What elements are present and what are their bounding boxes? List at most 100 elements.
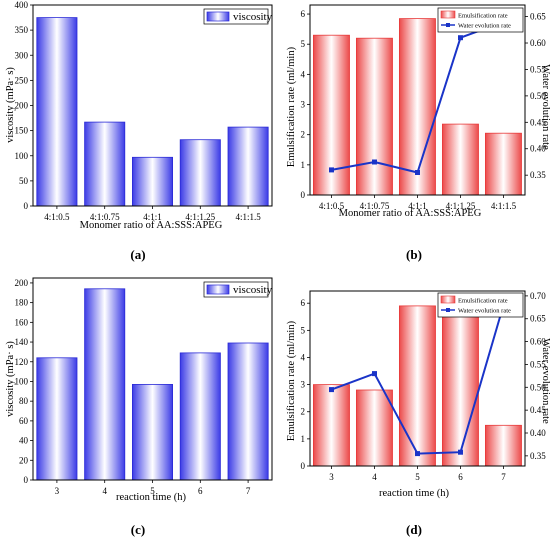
- y2-tick-label: 0.60: [530, 337, 546, 347]
- y-tick-label: 6: [301, 9, 306, 19]
- legend-swatch-bar: [440, 10, 456, 19]
- y-tick-label: 300: [15, 50, 29, 60]
- y-tick-label: 100: [15, 376, 29, 386]
- legend-label-line: Water evolution rate: [458, 308, 511, 315]
- x-tick-label: 5: [150, 486, 155, 496]
- x-tick-label: 4:1:1.5: [235, 212, 261, 222]
- legend-label-bar: Emulsification rate: [458, 298, 508, 305]
- y2-tick-label: 0.70: [530, 291, 546, 301]
- y-axis-title-b: Emulsification rate (ml/min): [286, 46, 297, 167]
- bar-3: [36, 357, 78, 481]
- y-tick-label: 3: [301, 100, 306, 110]
- y2-tick-label: 0.35: [530, 451, 546, 461]
- legend-swatch-bar: [440, 295, 456, 304]
- y2-tick-label: 0.55: [530, 64, 546, 74]
- y-tick-label: 4: [301, 69, 306, 79]
- y-tick-label: 50: [19, 176, 29, 186]
- y-axis-title-a: viscosity (mPa· s): [5, 67, 16, 143]
- bar-4-1-1-25: [441, 123, 479, 196]
- y2-tick-label: 0.35: [530, 170, 546, 180]
- x-tick-label: 4:1:1: [408, 201, 427, 211]
- x-tick-label: 4: [372, 472, 377, 482]
- x-tick-label: 4:1:1: [143, 212, 162, 222]
- bar-4-1-0-75: [84, 121, 126, 207]
- y-tick-label: 150: [15, 126, 29, 136]
- x-axis-title-d: reaction time (h): [379, 488, 449, 499]
- bar-6: [441, 312, 479, 467]
- y-tick-label: 120: [15, 357, 29, 367]
- x-tick-label: 6: [458, 472, 463, 482]
- bar-7: [484, 424, 522, 467]
- legend-label-bar: Emulsification rate: [458, 13, 508, 20]
- y2-axis-title-b: Water evolution rate: [540, 64, 550, 150]
- panel-label-a: (a): [130, 247, 145, 262]
- x-tick-label: 4:1:0.75: [90, 212, 120, 222]
- chart-panel-d: 0 1 2 3 4 5 6 0.35 0.40 0.45 0.50 0.55 0.60 0.65 0.70 3…: [301, 290, 546, 482]
- y-tick-label: 2: [301, 130, 306, 140]
- bar-7: [227, 342, 269, 481]
- y-tick-label: 20: [19, 455, 29, 465]
- y-axis-title-c: viscosity (mPa· s): [5, 341, 16, 417]
- y2-tick-label: 0.50: [530, 382, 546, 392]
- panel-label-c: (c): [131, 522, 145, 537]
- bar-4: [84, 288, 126, 481]
- water-evolution-point: [329, 167, 334, 173]
- x-axis-title-b: Monomer ratio of AA:SSS:APEG: [339, 208, 482, 219]
- chart-panel-c: 0 20 40 60 80 100 120 140 160 180 200 3 4 5 6 7 viscosit…: [15, 277, 273, 496]
- bar-6: [179, 352, 221, 481]
- x-tick-label: 4: [102, 486, 107, 496]
- y-tick-label: 80: [19, 396, 29, 406]
- y-tick-label: 5: [301, 325, 306, 335]
- x-tick-label: 4:1:1.5: [491, 201, 517, 211]
- water-evolution-point: [458, 35, 463, 41]
- y-tick-label: 5: [301, 39, 306, 49]
- y-tick-label: 400: [15, 0, 29, 10]
- legend-swatch-marker: [446, 23, 450, 27]
- y2-tick-label: 0.65: [530, 314, 546, 324]
- legend-swatch: [206, 11, 230, 22]
- bar-3: [312, 384, 350, 467]
- water-evolution-point: [415, 451, 420, 457]
- water-evolution-point: [372, 159, 377, 165]
- x-tick-label: 4:1:0.5: [44, 212, 70, 222]
- y-tick-label: 60: [19, 416, 29, 426]
- bar-4-1-1-5: [484, 132, 522, 196]
- bar-5: [131, 383, 173, 481]
- x-tick-label: 3: [55, 486, 60, 496]
- x-tick-label: 3: [329, 472, 334, 482]
- y2-tick-label: 0.40: [530, 428, 546, 438]
- y-tick-label: 3: [301, 380, 306, 390]
- x-tick-label: 5: [415, 472, 420, 482]
- panel-label-b: (b): [406, 247, 422, 262]
- legend-label: viscosity: [233, 11, 273, 23]
- y-tick-label: 350: [15, 25, 29, 35]
- water-evolution-point: [329, 387, 334, 393]
- bar-4: [355, 389, 393, 467]
- y2-tick-label: 0.50: [530, 91, 546, 101]
- chart-panel-b: 0 1 2 3 4 5 6 0.35 0.40 0.45 0.50 0.55 0.60 0.65 4:1:0…: [301, 4, 546, 211]
- y-axis-title-d: Emulsification rate (ml/min): [286, 320, 297, 441]
- y-tick-label: 180: [15, 298, 29, 308]
- y2-tick-label: 0.40: [530, 144, 546, 154]
- water-evolution-point: [372, 371, 377, 377]
- bar-4-1-1-25: [179, 139, 221, 207]
- y-tick-label: 4: [301, 352, 306, 362]
- bar-4-1-0-75: [355, 37, 393, 196]
- bar-4-1-0-5: [36, 17, 78, 207]
- y-tick-label: 100: [15, 151, 29, 161]
- y-tick-label: 160: [15, 317, 29, 327]
- y-tick-label: 1: [301, 160, 306, 170]
- bar-4-1-1: [131, 156, 173, 207]
- legend-label: viscosity: [233, 284, 273, 296]
- x-tick-label: 4:1:0.5: [319, 201, 345, 211]
- water-evolution-point: [415, 170, 420, 175]
- y2-tick-label: 0.65: [530, 12, 546, 22]
- x-tick-label: 4:1:1.25: [446, 201, 476, 211]
- x-axis-title-c: reaction time (h): [116, 492, 186, 503]
- y-tick-label: 200: [15, 101, 29, 111]
- chart-panel-a: 0 50 100 150 200 250 300 350 400 4:1:0.5 4:1:0.75 4…: [15, 0, 273, 222]
- y-tick-label: 6: [301, 298, 306, 308]
- y-tick-label: 200: [15, 278, 29, 288]
- water-evolution-point: [458, 449, 463, 455]
